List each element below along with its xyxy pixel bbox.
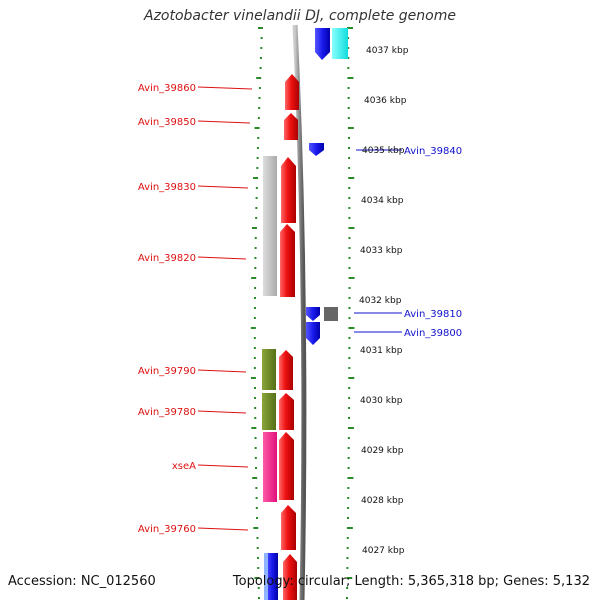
gene-label: Avin_39790 <box>138 366 196 377</box>
gene-label: Avin_39820 <box>138 253 196 264</box>
leader-line <box>197 410 247 414</box>
gene-label: Avin_39810 <box>404 309 462 320</box>
gene-avin-39840 <box>309 143 324 156</box>
leader-line <box>197 369 247 373</box>
scale-label: 4029 kbp <box>361 446 404 456</box>
gene-grey-bar <box>263 156 277 296</box>
gene-avin-39850 <box>284 113 298 140</box>
gene-avin-39810 <box>306 307 320 321</box>
gene-label: Avin_39780 <box>138 407 196 418</box>
leader-line <box>197 185 249 189</box>
gene-label: Avin_39850 <box>138 117 196 128</box>
leader-line <box>197 120 251 124</box>
scale-label: 4037 kbp <box>366 46 409 56</box>
topology-text: Topology: circular; Length: 5,365,318 bp… <box>232 574 590 589</box>
gene-avin-39780 <box>279 393 294 430</box>
inner-scale-ticks <box>250 27 263 599</box>
leader-line <box>197 464 249 468</box>
gene-avin-39760 <box>281 505 296 550</box>
gene-blue-bottom <box>266 553 278 600</box>
scale-label: 4030 kbp <box>360 396 403 406</box>
gene-label: Avin_39840 <box>404 146 462 157</box>
gene-lightblue-bottom <box>264 553 268 600</box>
gene-magenta-bar <box>263 432 277 502</box>
scale-label: 4035 kbp <box>362 146 405 156</box>
gene-xsea <box>279 432 294 500</box>
label-leader-lines <box>197 86 402 531</box>
scale-label: 4032 kbp <box>359 296 402 306</box>
gene-avin-39830 <box>281 157 296 223</box>
gene-labels-right: Avin_39840 Avin_39810 Avin_39800 <box>404 146 462 339</box>
genome-backbone <box>292 24 307 600</box>
gene-label: Avin_39800 <box>404 328 462 339</box>
scale-label: 4031 kbp <box>360 346 403 356</box>
gene-blue-top <box>315 28 330 60</box>
gene-avin-39790 <box>279 350 293 390</box>
scale-label: 4027 kbp <box>362 546 405 556</box>
gene-avin-39860 <box>285 74 299 110</box>
gene-avin-39820 <box>280 224 295 297</box>
gene-label: Avin_39860 <box>138 83 196 94</box>
gene-cyan-top <box>332 28 348 59</box>
gene-labels-left: Avin_39860 Avin_39850 Avin_39830 Avin_39820… <box>138 83 196 535</box>
gene-label: xseA <box>172 461 196 472</box>
gene-olive-bar-2 <box>262 393 276 430</box>
scale-label: 4034 kbp <box>361 196 404 206</box>
accession-text: Accession: NC_012560 <box>8 574 156 589</box>
scale-labels: 4037 kbp 4036 kbp 4035 kbp 4034 kbp 4033 kbp… <box>359 46 409 556</box>
scale-label: 4033 kbp <box>360 246 403 256</box>
scale-label: 4036 kbp <box>364 96 407 106</box>
gene-avin-39800 <box>306 322 320 345</box>
scale-label: 4028 kbp <box>361 496 404 506</box>
figure-title: Azotobacter vinelandii DJ, complete geno… <box>144 8 456 24</box>
gene-olive-bar-1 <box>262 349 276 390</box>
leader-line <box>197 256 247 260</box>
gene-label: Avin_39830 <box>138 182 196 193</box>
gene-red-bottom <box>283 554 297 600</box>
leader-line <box>197 527 249 531</box>
leader-line <box>197 86 253 90</box>
outer-scale-ticks <box>346 27 355 599</box>
gene-label: Avin_39760 <box>138 524 196 535</box>
gene-grey-small <box>324 307 338 321</box>
